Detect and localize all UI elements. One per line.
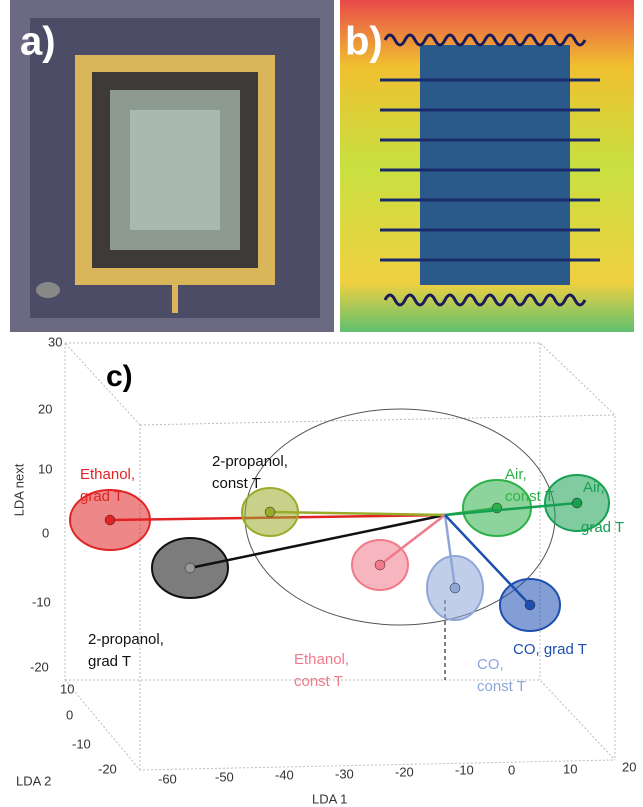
z-tick-label: -20 bbox=[30, 659, 49, 674]
cluster-label: grad T bbox=[80, 488, 123, 505]
panel-label: c) bbox=[106, 360, 133, 393]
z-tick-label: 0 bbox=[42, 525, 49, 540]
y-tick-label: -10 bbox=[72, 736, 91, 751]
cluster-label: Ethanol, bbox=[80, 466, 135, 483]
axis-label: LDA 2 bbox=[16, 773, 51, 788]
x-tick-label: 10 bbox=[563, 761, 577, 776]
x-tick-label: 20 bbox=[622, 759, 636, 774]
cluster-label: Ethanol, bbox=[294, 651, 349, 668]
cluster-label: Air, bbox=[583, 479, 605, 496]
y-tick-label: 0 bbox=[66, 707, 73, 722]
centroid bbox=[572, 498, 582, 508]
figure: a) b) c) LDA next LDA 2 LDA 1 30 20 10 0 -10 -20 1… bbox=[0, 0, 643, 807]
centroid bbox=[265, 507, 275, 517]
x-tick-label: -50 bbox=[215, 769, 234, 784]
z-tick-label: 20 bbox=[38, 401, 52, 416]
axis-label: LDA 1 bbox=[312, 791, 347, 806]
box-frame bbox=[65, 343, 615, 770]
cluster-label: Air, bbox=[505, 466, 527, 483]
z-tick-label: -10 bbox=[32, 594, 51, 609]
centroid bbox=[105, 515, 115, 525]
x-tick-label: -10 bbox=[455, 762, 474, 777]
x-tick-label: -30 bbox=[335, 766, 354, 781]
centroid bbox=[375, 560, 385, 570]
centroid bbox=[185, 563, 195, 573]
cluster-label: 2-propanol, bbox=[88, 631, 164, 648]
x-tick-label: 0 bbox=[508, 762, 515, 777]
panel-label: a) bbox=[20, 20, 56, 64]
z-tick-label: 10 bbox=[38, 461, 52, 476]
centroid bbox=[450, 583, 460, 593]
z-tick-label: 30 bbox=[48, 334, 62, 349]
centroid bbox=[525, 600, 535, 610]
cluster-label: CO, grad T bbox=[513, 641, 587, 658]
photo-b: b) bbox=[340, 0, 634, 332]
y-tick-label: -20 bbox=[98, 761, 117, 776]
cluster-label: grad T bbox=[88, 653, 131, 670]
cluster-label: 2-propanol, bbox=[212, 453, 288, 470]
cluster-label: const T bbox=[477, 678, 526, 695]
x-tick-label: -40 bbox=[275, 767, 294, 782]
y-tick-label: 10 bbox=[60, 681, 74, 696]
cluster-label: grad T bbox=[581, 519, 624, 536]
cluster-label: const T bbox=[212, 475, 261, 492]
cluster-label: CO, bbox=[477, 656, 504, 673]
panel-label: b) bbox=[345, 20, 383, 64]
cluster-label: const T bbox=[294, 673, 343, 690]
axis-label: LDA next bbox=[11, 463, 26, 516]
x-tick-label: -20 bbox=[395, 764, 414, 779]
photo-a: a) bbox=[10, 0, 334, 332]
x-tick-label: -60 bbox=[158, 771, 177, 786]
